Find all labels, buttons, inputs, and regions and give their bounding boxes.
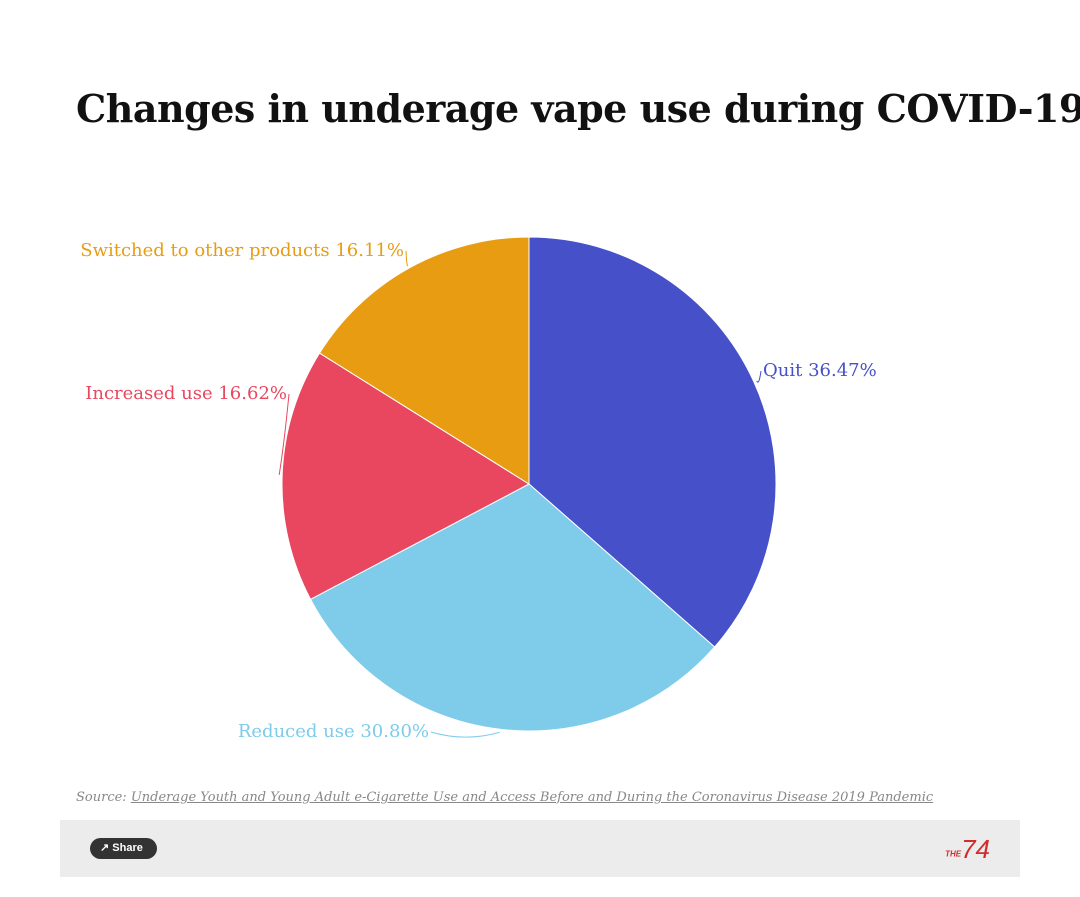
logo[interactable]: THE74 — [945, 834, 990, 865]
leader-line — [756, 370, 762, 383]
chart: Quit 36.47% Reduced use 30.80% Increased u… — [80, 236, 877, 742]
source: Source: Underage Youth and Young Adult e… — [76, 790, 933, 805]
pie-slice — [309, 483, 716, 732]
leader-line — [430, 731, 500, 738]
leader-line — [278, 393, 290, 475]
slice-value: 16.11% — [335, 240, 404, 261]
logo-big: 74 — [961, 834, 990, 864]
slice-label: Quit 36.47% — [763, 360, 877, 381]
slice-value: 30.80% — [360, 721, 429, 742]
pie-slice — [318, 236, 530, 485]
slice-name: Increased use — [85, 383, 212, 404]
leader-line — [405, 250, 409, 267]
slice-label: Increased use 16.62% — [85, 383, 287, 404]
slice-value: 36.47% — [808, 360, 877, 381]
source-link[interactable]: Underage Youth and Young Adult e-Cigaret… — [130, 790, 934, 805]
slice-name: Switched to other products — [80, 240, 329, 261]
chart-title: Changes in underage vape use during COVI… — [76, 86, 1080, 131]
slice-name: Quit — [763, 360, 803, 381]
slice-label: Reduced use 30.80% — [238, 721, 429, 742]
share-label: Share — [112, 842, 143, 854]
slice-value: 16.62% — [218, 383, 287, 404]
slice-label: Switched to other products 16.11% — [80, 240, 404, 261]
pie-slice — [281, 352, 531, 600]
logo-small: THE — [945, 849, 962, 859]
source-label: Source: — [76, 790, 127, 805]
pie-slice — [528, 236, 777, 648]
share-button[interactable]: ↗︎ Share — [90, 838, 157, 859]
footer-bar: ↗︎ Share THE74 — [60, 820, 1020, 877]
slice-name: Reduced use — [238, 721, 355, 742]
